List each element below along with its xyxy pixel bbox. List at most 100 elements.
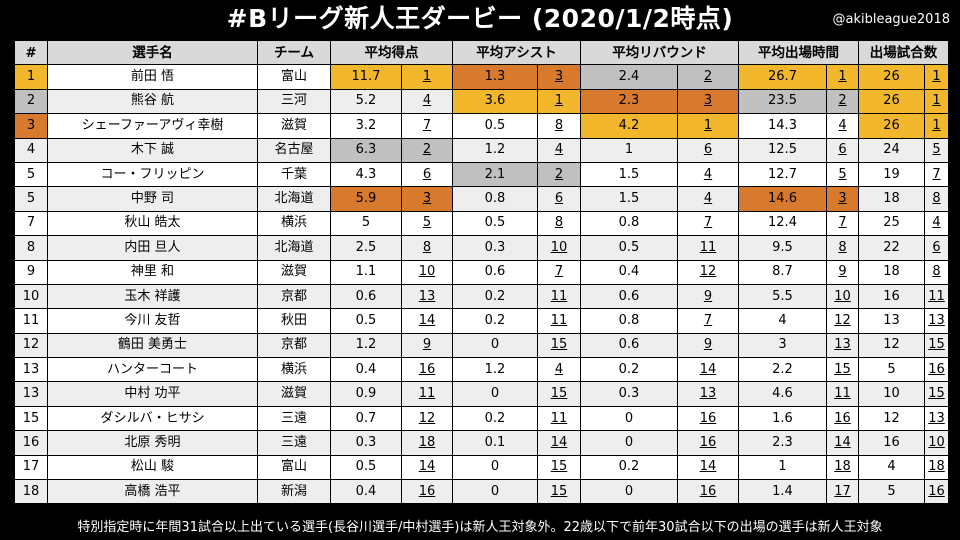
player-name-cell: 中村 功平: [47, 381, 258, 407]
rebounds-rank-cell: 13: [677, 381, 739, 407]
assists-value-cell: 0.5: [452, 113, 538, 139]
games-value-cell: 22: [858, 235, 925, 261]
assists-value-cell: 3.6: [452, 88, 538, 115]
table-row: 17 松山 駿富山 0.5 14 0 15 0.2 14 1 18 4 18: [14, 454, 949, 481]
points-rank-cell: 10: [401, 259, 453, 285]
table-row: 4 木下 誠名古屋 6.3 2 1.2 4 1 6 12.5 6 24 5: [14, 137, 949, 163]
team-cell: 三遠: [257, 405, 331, 432]
assists-rank-cell: 15: [537, 454, 581, 481]
rebounds-rank-cell: 3: [677, 88, 739, 115]
minutes-value-cell: 4: [738, 308, 827, 334]
rebounds-rank-cell: 7: [677, 308, 739, 334]
team-cell: 富山: [257, 454, 331, 481]
rebounds-value-cell: 0.4: [580, 259, 678, 285]
minutes-rank-cell: 17: [826, 479, 859, 505]
player-name-cell: 玉木 祥護: [47, 283, 258, 310]
table-row: 12 鶴田 美勇士 京都 1.2 9 0 15 0.6 9 3 13 12 15: [14, 332, 949, 359]
minutes-value-cell: 14.6: [738, 186, 827, 212]
rank-cell: 2: [14, 88, 48, 115]
games-rank-cell: 16: [924, 479, 949, 505]
rebounds-rank-cell: 16: [677, 405, 739, 432]
minutes-value-cell: 14.3: [738, 113, 827, 139]
points-rank-cell: 12: [401, 405, 453, 432]
points-rank-cell: 5: [401, 210, 453, 237]
assists-rank-cell: 3: [537, 64, 581, 90]
rank-cell: 13: [14, 381, 48, 407]
assists-rank-cell: 14: [537, 430, 581, 456]
assists-value-cell: 0: [452, 332, 538, 359]
games-value-cell: 5: [858, 357, 925, 383]
rebounds-rank-cell: 16: [677, 479, 739, 505]
games-value-cell: 5: [858, 479, 925, 505]
rebounds-value-cell: 0.2: [580, 454, 678, 481]
rebounds-value-cell: 0.3: [580, 381, 678, 407]
games-rank-cell: 1: [924, 64, 949, 90]
rebounds-value-cell: 0.2: [580, 357, 678, 383]
rebounds-value-cell: 1: [580, 137, 678, 163]
points-value-cell: 2.5: [330, 235, 402, 261]
twitter-handle: @akibleague2018: [832, 12, 950, 27]
assists-rank-cell: 2: [537, 161, 581, 188]
title-bar: #Bリーグ新人王ダービー (2020/1/2時点) @akibleague201…: [0, 0, 960, 38]
games-rank-cell: 13: [924, 405, 949, 432]
points-value-cell: 5.2: [330, 88, 402, 115]
player-name-cell: 中野 司: [47, 186, 258, 212]
rebounds-value-cell: 1.5: [580, 186, 678, 212]
assists-value-cell: 0: [452, 454, 538, 481]
points-rank-cell: 18: [401, 430, 453, 456]
games-value-cell: 12: [858, 405, 925, 432]
games-rank-cell: 15: [924, 381, 949, 407]
points-value-cell: 0.3: [330, 430, 402, 456]
points-rank-cell: 2: [401, 137, 453, 163]
rank-cell: 3: [14, 113, 48, 139]
header-row: # 選手名 チーム 平均得点 平均アシスト 平均リバウンド 平均出場時間 出場試…: [14, 39, 949, 66]
assists-rank-cell: 10: [537, 235, 581, 261]
points-value-cell: 0.4: [330, 479, 402, 505]
assists-rank-cell: 6: [537, 186, 581, 212]
assists-value-cell: 0.2: [452, 308, 538, 334]
games-value-cell: 4: [858, 454, 925, 481]
header-player: 選手名: [47, 39, 258, 66]
minutes-rank-cell: 12: [826, 308, 859, 334]
team-cell: 滋賀: [257, 113, 331, 139]
player-name-cell: ハンターコート: [47, 357, 258, 383]
points-value-cell: 4.3: [330, 161, 402, 188]
rank-cell: 13: [14, 357, 48, 383]
points-rank-cell: 14: [401, 308, 453, 334]
rank-cell: 18: [14, 479, 48, 505]
points-value-cell: 0.4: [330, 357, 402, 383]
rank-cell: 5: [14, 161, 48, 188]
points-rank-cell: 1: [401, 64, 453, 90]
rank-cell: 4: [14, 137, 48, 163]
rank-cell: 1: [14, 64, 48, 90]
header-rebounds: 平均リバウンド: [580, 39, 739, 66]
header-minutes: 平均出場時間: [738, 39, 859, 66]
games-value-cell: 16: [858, 283, 925, 310]
minutes-rank-cell: 18: [826, 454, 859, 481]
player-name-cell: 秋山 皓太: [47, 210, 258, 237]
games-value-cell: 26: [858, 113, 925, 139]
minutes-value-cell: 5.5: [738, 283, 827, 310]
table-row: 18 高橋 浩平 新潟 0.4 16 0 15 0 16 1.4 17 5 16: [14, 479, 949, 505]
assists-rank-cell: 8: [537, 210, 581, 237]
minutes-value-cell: 12.5: [738, 137, 827, 163]
rebounds-rank-cell: 11: [677, 235, 739, 261]
assists-value-cell: 1.2: [452, 357, 538, 383]
points-rank-cell: 13: [401, 283, 453, 310]
games-rank-cell: 11: [924, 283, 949, 310]
minutes-value-cell: 2.2: [738, 357, 827, 383]
minutes-value-cell: 1.4: [738, 479, 827, 505]
games-value-cell: 16: [858, 430, 925, 456]
rebounds-value-cell: 0.6: [580, 283, 678, 310]
team-cell: 富山: [257, 64, 331, 90]
points-rank-cell: 16: [401, 479, 453, 505]
minutes-rank-cell: 2: [826, 88, 859, 115]
games-value-cell: 18: [858, 259, 925, 285]
rank-cell: 15: [14, 405, 48, 432]
table-row: 8 内田 旦人 北海道 2.5 8 0.3 10 0.5 11 9.5 8 22 6: [14, 235, 949, 261]
team-cell: 滋賀: [257, 381, 331, 407]
points-value-cell: 3.2: [330, 113, 402, 139]
minutes-rank-cell: 4: [826, 113, 859, 139]
assists-value-cell: 2.1: [452, 161, 538, 188]
games-rank-cell: 15: [924, 332, 949, 359]
